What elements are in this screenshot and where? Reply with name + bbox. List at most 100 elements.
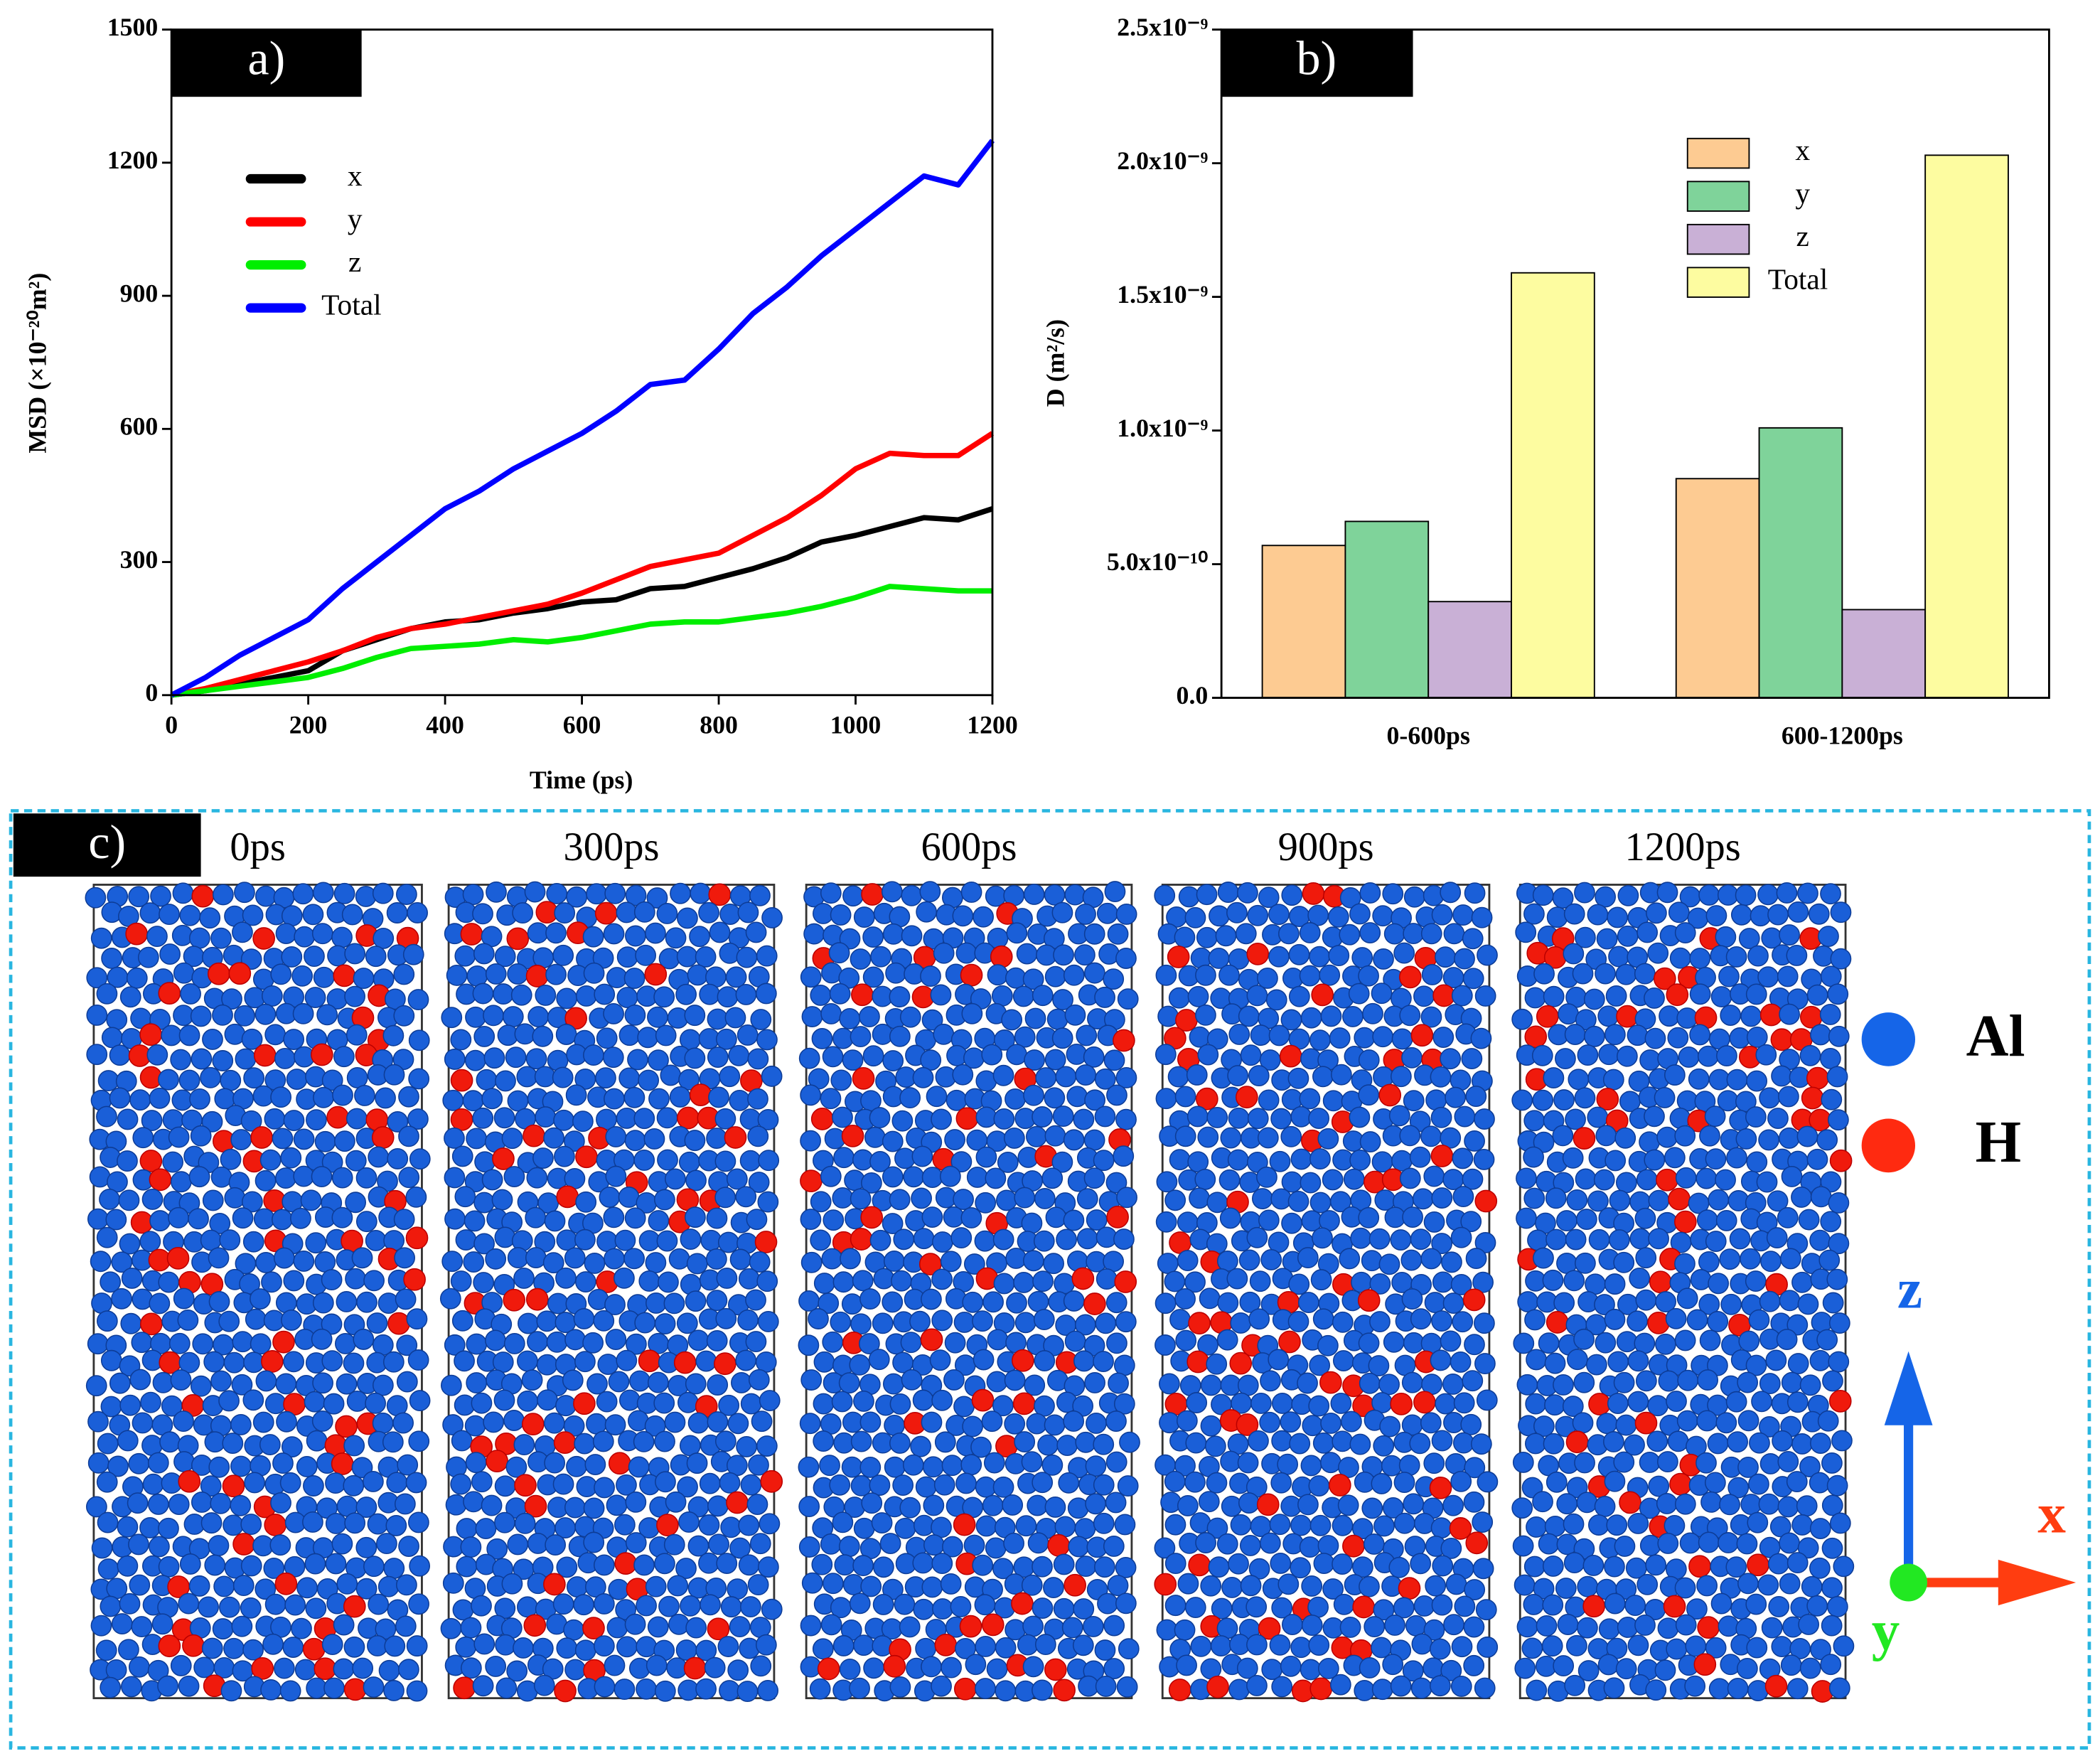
aluminum-atom — [170, 1049, 192, 1071]
aluminum-atom — [1338, 1457, 1359, 1478]
aluminum-atom — [527, 1006, 550, 1027]
aluminum-atom — [1155, 1088, 1177, 1110]
aluminum-atom — [494, 1226, 516, 1248]
panel-label-box — [1221, 29, 1413, 97]
aluminum-atom — [1368, 1228, 1391, 1250]
hydrogen-atom — [506, 927, 530, 951]
aluminum-atom — [1608, 946, 1629, 968]
aluminum-atom — [188, 1575, 210, 1597]
aluminum-atom — [584, 1454, 606, 1475]
aluminum-atom — [1748, 1309, 1770, 1331]
aluminum-atom — [1174, 1086, 1196, 1108]
aluminum-atom — [1420, 1412, 1442, 1434]
hydrogen-atom — [614, 1552, 637, 1575]
hydrogen-atom — [800, 1169, 823, 1192]
aluminum-atom — [1820, 1171, 1842, 1193]
aluminum-atom — [798, 1456, 820, 1478]
aluminum-atom — [1809, 1349, 1831, 1371]
aluminum-atom — [1343, 1168, 1365, 1190]
aluminum-atom — [1073, 1598, 1095, 1620]
aluminum-atom — [321, 1350, 343, 1372]
aluminum-atom — [616, 1636, 638, 1658]
aluminum-atom — [1475, 1599, 1497, 1621]
aluminum-atom — [90, 927, 112, 949]
aluminum-atom — [1333, 1593, 1355, 1615]
aluminum-atom — [173, 1410, 194, 1433]
aluminum-atom — [190, 1005, 212, 1027]
aluminum-atom — [625, 1532, 647, 1553]
aluminum-atom — [1675, 1614, 1697, 1636]
aluminum-atom — [614, 1229, 636, 1251]
hydrogen-atom — [638, 1349, 661, 1373]
aluminum-atom — [545, 963, 567, 985]
aluminum-atom — [1595, 1125, 1617, 1147]
hydrogen-atom — [232, 1533, 255, 1556]
aluminum-atom — [1032, 1597, 1054, 1619]
aluminum-atom — [1452, 904, 1474, 926]
aluminum-atom — [1371, 1637, 1393, 1659]
aluminum-atom — [1115, 1067, 1137, 1088]
aluminum-atom — [1777, 1450, 1799, 1472]
aluminum-atom — [1644, 1149, 1666, 1171]
aluminum-atom — [1174, 1455, 1196, 1477]
aluminum-atom — [912, 1389, 934, 1411]
aluminum-atom — [1826, 1268, 1848, 1290]
aluminum-atom — [1164, 1270, 1186, 1292]
aluminum-atom — [1786, 1552, 1809, 1574]
aluminum-atom — [934, 1431, 956, 1453]
hydrogen-atom — [673, 1351, 697, 1374]
aluminum-atom — [1299, 922, 1321, 943]
aluminum-atom — [127, 1492, 149, 1514]
aluminum-atom — [993, 1029, 1015, 1051]
aluminum-atom — [1810, 1639, 1831, 1661]
hydrogen-atom — [1410, 1024, 1434, 1047]
aluminum-atom — [170, 1369, 192, 1391]
aluminum-atom — [1290, 1105, 1312, 1128]
aluminum-atom — [231, 1615, 253, 1637]
aluminum-atom — [483, 1047, 505, 1069]
aluminum-atom — [1666, 1391, 1687, 1413]
aluminum-atom — [96, 1105, 117, 1128]
aluminum-atom — [830, 904, 852, 926]
aluminum-atom — [442, 1572, 464, 1594]
hydrogen-atom — [1113, 1029, 1135, 1052]
aluminum-atom — [850, 1474, 872, 1497]
hydrogen-atom — [677, 1106, 700, 1130]
aluminum-atom — [451, 1310, 473, 1332]
aluminum-atom — [1186, 1392, 1208, 1413]
aluminum-atom — [714, 1108, 736, 1130]
aluminum-atom — [554, 902, 576, 924]
aluminum-atom — [223, 1637, 245, 1659]
panel-frame — [9, 809, 2091, 1750]
aluminum-atom — [1327, 906, 1349, 928]
aluminum-atom — [654, 1430, 675, 1452]
aluminum-atom — [1176, 1654, 1197, 1676]
aluminum-atom — [532, 1147, 554, 1169]
aluminum-atom — [232, 921, 253, 943]
aluminum-atom — [323, 1677, 345, 1699]
aluminum-atom — [960, 882, 982, 903]
aluminum-atom — [841, 1293, 863, 1315]
aluminum-atom — [179, 1553, 201, 1575]
aluminum-atom — [291, 1617, 312, 1639]
aluminum-atom — [1420, 923, 1442, 945]
aluminum-atom — [1257, 1127, 1279, 1149]
aluminum-atom — [618, 1389, 641, 1411]
aluminum-atom — [735, 1349, 757, 1371]
hydrogen-atom — [1565, 1430, 1589, 1454]
panel-label-box — [13, 813, 201, 877]
aluminum-atom — [1094, 1105, 1116, 1128]
hydrogen-atom — [1806, 1066, 1829, 1090]
aluminum-atom — [286, 1069, 308, 1090]
aluminum-atom — [1083, 1167, 1105, 1189]
aluminum-atom — [450, 1029, 472, 1051]
aluminum-atom — [943, 1206, 965, 1228]
aluminum-atom — [812, 1638, 834, 1660]
aluminum-atom — [1410, 1228, 1432, 1251]
hydrogen-atom — [1188, 1312, 1211, 1335]
aluminum-atom — [665, 1168, 686, 1190]
aluminum-atom — [749, 1251, 771, 1273]
aluminum-atom — [953, 1311, 975, 1333]
aluminum-atom — [460, 1657, 482, 1679]
hydrogen-atom — [514, 1474, 537, 1497]
